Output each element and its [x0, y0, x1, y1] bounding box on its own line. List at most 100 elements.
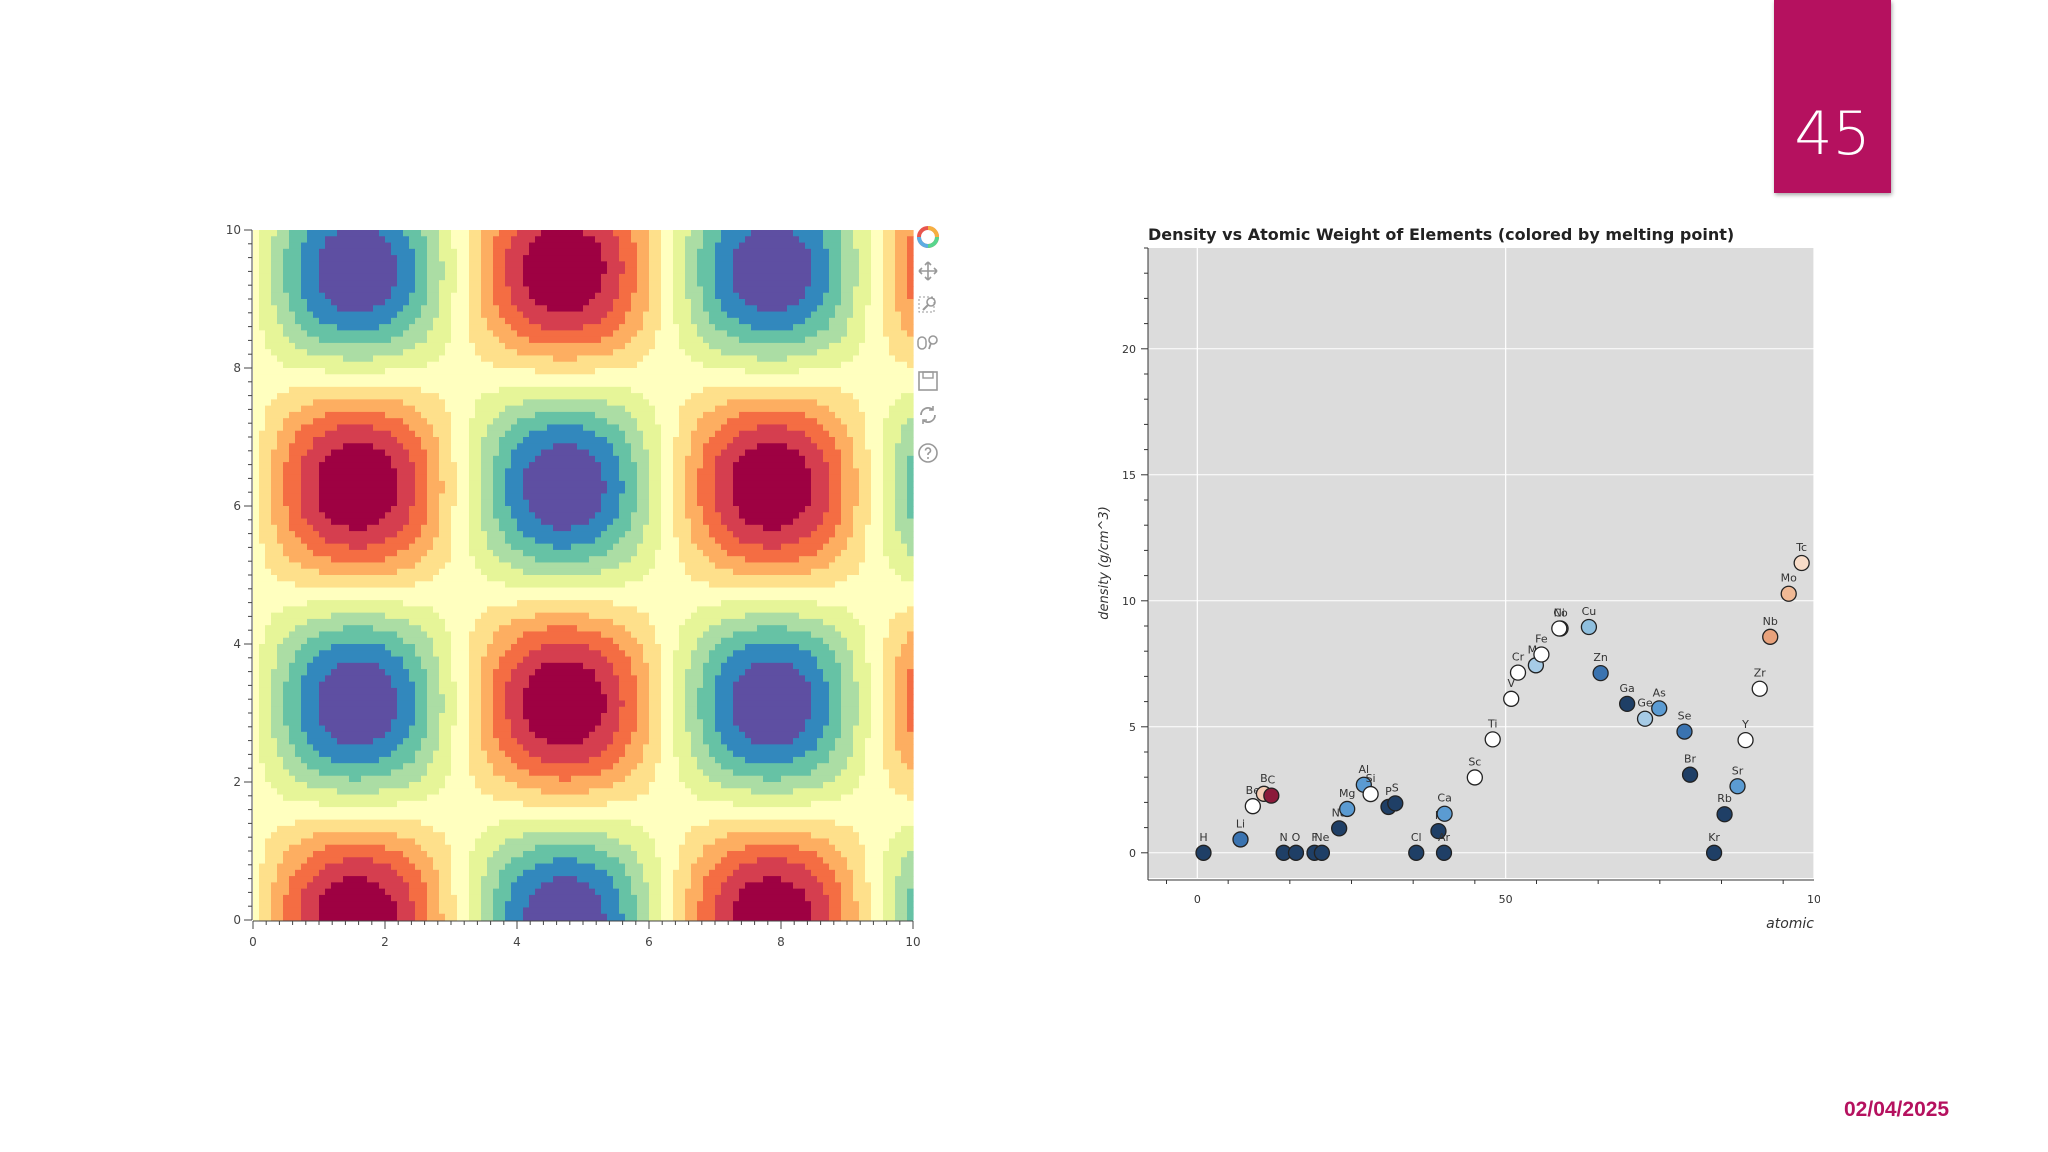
scatter-y-tick-label: 15	[1122, 469, 1136, 482]
scatter-point-label: Y	[1741, 718, 1749, 731]
heatmap-x-tick-label: 8	[777, 935, 785, 949]
heatmap-x-tick-label: 2	[381, 935, 389, 949]
scatter-point-label: Ga	[1620, 682, 1635, 695]
scatter-point-label: C	[1267, 774, 1275, 787]
heatmap-x-tick-label: 6	[645, 935, 653, 949]
scatter-point	[1313, 844, 1331, 861]
heatmap-x-tick-label: 10	[905, 935, 920, 949]
scatter-y-tick-label: 0	[1129, 847, 1136, 860]
save-icon[interactable]	[916, 369, 940, 393]
scatter-x-tick-label: 50	[1499, 893, 1513, 906]
help-icon[interactable]	[916, 441, 940, 465]
scatter-point	[1503, 690, 1520, 707]
scatter-point-label: F	[1311, 831, 1317, 844]
scatter-point-label: Cl	[1411, 831, 1422, 844]
scatter-point-label: Rb	[1717, 792, 1732, 805]
scatter-point-label: Sr	[1732, 764, 1744, 777]
scatter-point-label: V	[1507, 677, 1515, 690]
scatter-point-label: B	[1260, 772, 1268, 785]
scatter-point-label: Cr	[1512, 651, 1525, 664]
scatter-point-label: Li	[1236, 817, 1245, 830]
heatmap-x-tick-label: 0	[249, 935, 257, 949]
scatter-point	[1533, 646, 1550, 663]
scatter-point-label: Ti	[1487, 717, 1497, 730]
scatter-point	[1651, 700, 1668, 717]
heatmap-y-tick-label: 2	[233, 775, 241, 789]
scatter-y-tick-label: 20	[1122, 343, 1136, 356]
heatmap-cells	[253, 230, 914, 921]
scatter-point	[1705, 844, 1723, 861]
scatter-point-label: Co	[1553, 607, 1568, 620]
scatter-point-label: S	[1392, 781, 1399, 794]
scatter-point	[1509, 664, 1527, 681]
scatter-point-label: Cu	[1582, 605, 1597, 618]
scatter-point	[1362, 785, 1379, 803]
heatmap-y-tick-label: 6	[233, 499, 241, 513]
scatter-point-label: Zr	[1754, 667, 1767, 680]
scatter-points: HLiBeBCNOFNeNaMgAlSiPSClKArCaScTiVCrMnFe…	[1195, 541, 1810, 861]
scatter-point	[1762, 628, 1779, 645]
wheel-zoom-icon[interactable]	[916, 331, 940, 355]
scatter-point-label: Si	[1366, 772, 1376, 785]
scatter-point-label: Al	[1359, 763, 1370, 776]
scatter-point-label: Se	[1678, 710, 1692, 723]
scatter-point-label: Ge	[1637, 697, 1653, 710]
scatter-point	[1551, 620, 1568, 637]
scatter-point-label: Kr	[1708, 831, 1720, 844]
scatter-point	[1793, 554, 1810, 572]
scatter-point	[1287, 844, 1305, 861]
scatter-x-axis-label: atomic	[1766, 916, 1814, 932]
plot-toolbar	[912, 225, 952, 485]
scatter-point	[1580, 618, 1598, 636]
scatter-point	[1619, 695, 1636, 713]
bokeh-logo-icon[interactable]	[916, 225, 940, 249]
scatter-point-label: Nb	[1763, 615, 1778, 628]
scatter-y-tick-label: 10	[1122, 595, 1136, 608]
scatter-point	[1436, 805, 1453, 822]
scatter-point-label: Ni	[1554, 607, 1565, 620]
heatmap-y-tick-label: 4	[233, 637, 241, 651]
heatmap-y-tick-label: 10	[226, 223, 241, 237]
box-zoom-icon[interactable]	[916, 293, 940, 317]
scatter-point-label: Mg	[1339, 787, 1355, 800]
scatter-point	[1636, 710, 1654, 727]
scatter-point-label: O	[1292, 831, 1301, 844]
scatter-point-label: Tc	[1795, 541, 1807, 554]
slide-date: 02/04/2025	[1844, 1098, 1950, 1121]
scatter-x-tick-label: 0	[1194, 893, 1201, 906]
scatter-point	[1681, 766, 1699, 783]
scatter-point-label: Ca	[1437, 792, 1451, 805]
scatter-point-label: Br	[1684, 753, 1697, 766]
scatter-point-label: Fe	[1535, 632, 1548, 645]
scatter-point	[1331, 820, 1348, 837]
scatter-point-label: Ar	[1438, 831, 1451, 844]
scatter-x-tick-label: 10	[1807, 893, 1820, 906]
scatter-title: Density vs Atomic Weight of Elements (co…	[1148, 225, 1734, 244]
scatter-point	[1676, 723, 1693, 740]
scatter-point-label: Zn	[1593, 651, 1608, 664]
scatter-point-label: Ne	[1314, 831, 1329, 844]
scatter-figure[interactable]: Density vs Atomic Weight of Elements (co…	[1090, 215, 1820, 935]
pan-icon[interactable]	[916, 259, 940, 283]
scatter-point-label: Sc	[1468, 755, 1481, 768]
scatter-point	[1244, 798, 1261, 815]
scatter-point	[1716, 806, 1733, 823]
heatmap-figure[interactable]: 0 2 4 6 8 10 0 2 4 6 8 10	[205, 215, 925, 955]
reset-icon[interactable]	[916, 403, 940, 427]
scatter-point	[1408, 844, 1425, 861]
scatter-y-tick-label: 5	[1129, 721, 1136, 734]
scatter-point	[1387, 795, 1404, 812]
scatter-point-label: P	[1385, 785, 1392, 798]
heatmap-x-tick-label: 4	[513, 935, 521, 949]
scatter-point-label: H	[1199, 831, 1207, 844]
scatter-point-label: N	[1280, 831, 1288, 844]
scatter-point	[1195, 844, 1212, 861]
slide-number: 45	[1774, 0, 1891, 193]
scatter-point	[1430, 822, 1447, 840]
scatter-point-label: Mo	[1781, 572, 1797, 585]
scatter-y-axis-label: density (g/cm^3)	[1097, 506, 1112, 620]
scatter-point	[1729, 778, 1746, 795]
scatter-point	[1263, 787, 1280, 804]
scatter-point	[1484, 731, 1501, 748]
scatter-point	[1737, 732, 1754, 749]
